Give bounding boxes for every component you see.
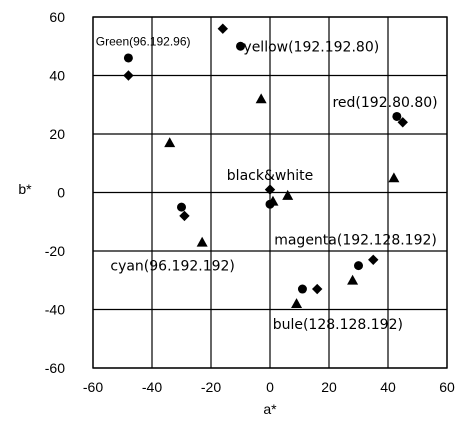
plot-frame — [92, 16, 448, 369]
y-tick-label: -20 — [45, 243, 65, 259]
point-annotation: yellow(192.192.80) — [243, 39, 379, 55]
diamond-point — [397, 117, 408, 128]
x-axis-label: a* — [263, 401, 277, 417]
triangle-point — [255, 93, 267, 104]
diamond-point — [264, 184, 276, 195]
triangle-point — [282, 189, 294, 200]
triangle-point — [388, 172, 400, 183]
x-tick-label: 0 — [266, 379, 274, 395]
triangle-point — [196, 236, 208, 247]
y-tick-label: 40 — [49, 68, 65, 84]
point-annotation: magenta(192.128.192) — [274, 232, 437, 248]
y-tick-label: -40 — [45, 302, 65, 318]
diamond-point — [312, 283, 323, 295]
x-tick-label: 60 — [439, 379, 455, 395]
x-tick-label: 40 — [380, 379, 396, 395]
x-tick-label: -20 — [201, 379, 221, 395]
triangle-point — [347, 274, 359, 285]
x-tick-label: -60 — [83, 379, 103, 395]
data-points — [123, 23, 408, 309]
grid — [92, 16, 448, 369]
point-annotation: red(192.80.80) — [332, 95, 437, 111]
y-tick-label: 0 — [57, 185, 65, 201]
triangle-point — [267, 195, 279, 206]
point-annotation: cyan(96.192.192) — [110, 259, 235, 275]
x-tick-labels: -60 -40 -20 0 20 40 60 — [83, 379, 455, 395]
y-tick-labels: 60 40 20 0 -20 -40 -60 — [45, 9, 65, 376]
diamond-point — [368, 254, 379, 265]
circle-point — [236, 41, 245, 51]
diamond-point — [179, 210, 190, 222]
circle-point — [392, 111, 402, 121]
diamond-point — [123, 70, 134, 81]
point-annotation: Green(96.192.96) — [96, 34, 191, 48]
y-tick-label: 20 — [49, 126, 65, 142]
point-annotation: black&white — [227, 168, 313, 184]
triangle-point — [291, 298, 303, 309]
x-tick-label: -40 — [142, 379, 162, 395]
circle-point — [354, 261, 363, 271]
x-tick-label: 20 — [321, 379, 337, 395]
point-annotation: bule(128.128.192) — [273, 317, 403, 333]
circle-point — [123, 53, 133, 63]
diamond-point — [217, 23, 228, 34]
y-axis-label: b* — [18, 181, 32, 197]
circle-point — [297, 284, 307, 294]
annotations: Green(96.192.96) yellow(192.192.80) red(19… — [96, 34, 438, 333]
y-tick-label: -60 — [45, 360, 65, 376]
circle-point — [177, 202, 186, 212]
triangle-point — [164, 137, 176, 148]
y-tick-label: 60 — [49, 9, 65, 25]
